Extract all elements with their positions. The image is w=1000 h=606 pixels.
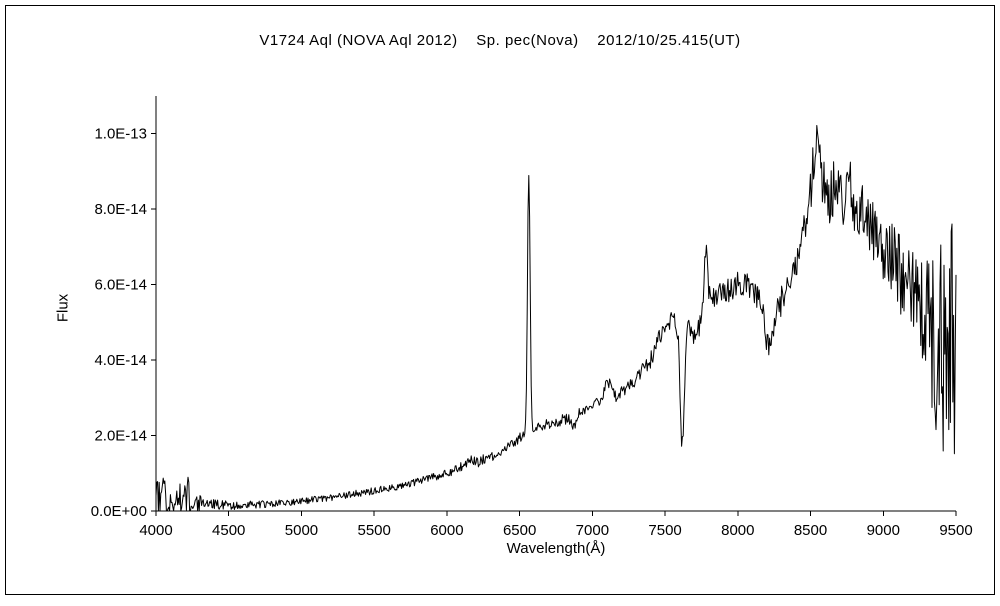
x-tick-label: 7500 bbox=[648, 522, 681, 539]
x-tick-label: 5000 bbox=[285, 522, 318, 539]
spectrum-line bbox=[155, 124, 957, 512]
x-tick-label: 4500 bbox=[212, 522, 245, 539]
y-tick-label: 0.0E+00 bbox=[91, 503, 147, 520]
x-axis-label: Wavelength(Å) bbox=[506, 540, 606, 557]
x-tick-label: 5500 bbox=[357, 522, 390, 539]
figure-border: V1724 Aql (NOVA Aql 2012) Sp. pec(Nova) … bbox=[5, 5, 995, 595]
chart-title: V1724 Aql (NOVA Aql 2012) Sp. pec(Nova) … bbox=[259, 32, 741, 49]
x-tick-label: 8500 bbox=[794, 522, 827, 539]
x-tick-label: 4000 bbox=[139, 522, 172, 539]
y-tick-label: 1.0E-13 bbox=[94, 126, 147, 143]
x-tick-label: 9000 bbox=[867, 522, 900, 539]
y-tick-label: 2.0E-14 bbox=[94, 428, 147, 445]
x-tick-label: 8000 bbox=[721, 522, 754, 539]
x-tick-label: 6500 bbox=[503, 522, 536, 539]
spectrum-chart: V1724 Aql (NOVA Aql 2012) Sp. pec(Nova) … bbox=[6, 6, 994, 594]
x-tick-label: 6000 bbox=[430, 522, 463, 539]
y-tick-label: 8.0E-14 bbox=[94, 201, 147, 218]
y-tick-label: 6.0E-14 bbox=[94, 277, 147, 294]
plot-area: 4000 4500 5000 5500 6000 6500 7000 7500 8000 8500… bbox=[91, 96, 973, 539]
y-tick-label: 4.0E-14 bbox=[94, 352, 147, 369]
x-tick-label: 7000 bbox=[576, 522, 609, 539]
x-tick-label: 9500 bbox=[939, 522, 972, 539]
